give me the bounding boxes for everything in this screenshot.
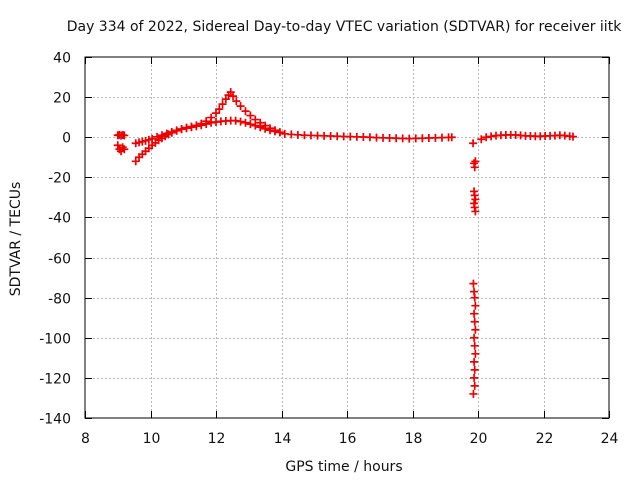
grid-layer: [85, 57, 609, 418]
data-point: [471, 207, 480, 216]
data-point: [212, 109, 220, 118]
x-axis-label: GPS time / hours: [285, 459, 402, 475]
data-point: [470, 309, 479, 318]
data-point: [241, 107, 250, 116]
x-tick-label: 16: [339, 431, 357, 447]
data-point: [471, 301, 480, 310]
tick-layer: [85, 57, 610, 419]
data-point: [469, 389, 478, 398]
y-tick-label: -100: [39, 332, 71, 348]
data-point: [229, 92, 238, 101]
data-point: [113, 141, 122, 150]
data-point: [172, 126, 181, 135]
chart-title: Day 334 of 2022, Sidereal Day-to-day VTE…: [67, 19, 622, 35]
x-tick-label: 12: [208, 431, 226, 447]
data-layer: [113, 88, 577, 398]
y-tick-label: 40: [53, 51, 71, 67]
data-point: [471, 349, 480, 358]
x-tick-label: 8: [81, 431, 90, 447]
x-tick-label: 24: [601, 431, 619, 447]
data-point: [120, 131, 129, 140]
data-point: [131, 157, 140, 166]
y-tick-label: -80: [48, 292, 71, 308]
data-point: [187, 122, 196, 131]
data-point: [266, 124, 275, 133]
data-point: [218, 100, 227, 109]
data-point: [207, 113, 216, 122]
y-tick-label: -140: [39, 412, 71, 428]
data-point: [236, 117, 245, 126]
x-tick-label: 20: [470, 431, 488, 447]
data-point: [470, 293, 479, 302]
x-tick-label: 18: [405, 431, 423, 447]
data-point: [470, 373, 479, 382]
data-point: [568, 132, 577, 141]
x-tick-label: 14: [274, 431, 292, 447]
data-point: [192, 121, 201, 130]
data-point: [470, 341, 479, 350]
y-tick-label: -120: [39, 372, 71, 388]
data-point: [215, 105, 224, 114]
x-tick-label: 22: [536, 431, 554, 447]
data-point: [256, 118, 265, 127]
data-point: [162, 129, 171, 138]
data-point: [221, 95, 230, 104]
y-tick-label: -40: [48, 211, 71, 227]
data-point: [251, 115, 260, 124]
data-point: [182, 123, 191, 132]
data-point: [232, 97, 241, 106]
y-tick-label: -60: [48, 252, 71, 268]
data-point: [241, 118, 250, 127]
data-point: [470, 357, 479, 366]
data-point: [471, 325, 480, 334]
data-point: [471, 195, 480, 204]
data-point: [153, 132, 162, 141]
data-point: [246, 120, 255, 129]
data-point: [270, 126, 279, 135]
data-point: [275, 128, 284, 137]
data-point: [167, 128, 176, 137]
data-point: [477, 135, 486, 144]
y-axis-label: SDTVAR / TECUs: [8, 182, 24, 297]
y-tick-label: -20: [48, 171, 71, 187]
y-tick-label: 20: [53, 91, 71, 107]
data-point: [261, 121, 270, 130]
data-point: [470, 317, 479, 326]
data-point: [447, 133, 456, 142]
data-point: [246, 111, 255, 120]
data-point: [120, 145, 129, 154]
data-point: [177, 124, 186, 133]
data-point: [197, 119, 206, 128]
y-tick-label: 0: [62, 131, 71, 147]
data-point: [469, 139, 478, 148]
data-point: [470, 365, 479, 374]
data-point: [226, 88, 235, 97]
tick-label-layer: 8 10 12 14 16 18 20 22 24 -140 -120 -100 -80 -60 -40 -2…: [39, 51, 618, 448]
x-tick-label: 10: [143, 431, 161, 447]
data-point: [469, 279, 478, 288]
data-point: [202, 117, 211, 126]
data-point: [157, 131, 166, 140]
data-point: [148, 134, 157, 143]
data-point: [471, 157, 480, 166]
data-point: [470, 381, 479, 390]
data-point: [470, 333, 479, 342]
data-point: [236, 102, 245, 111]
